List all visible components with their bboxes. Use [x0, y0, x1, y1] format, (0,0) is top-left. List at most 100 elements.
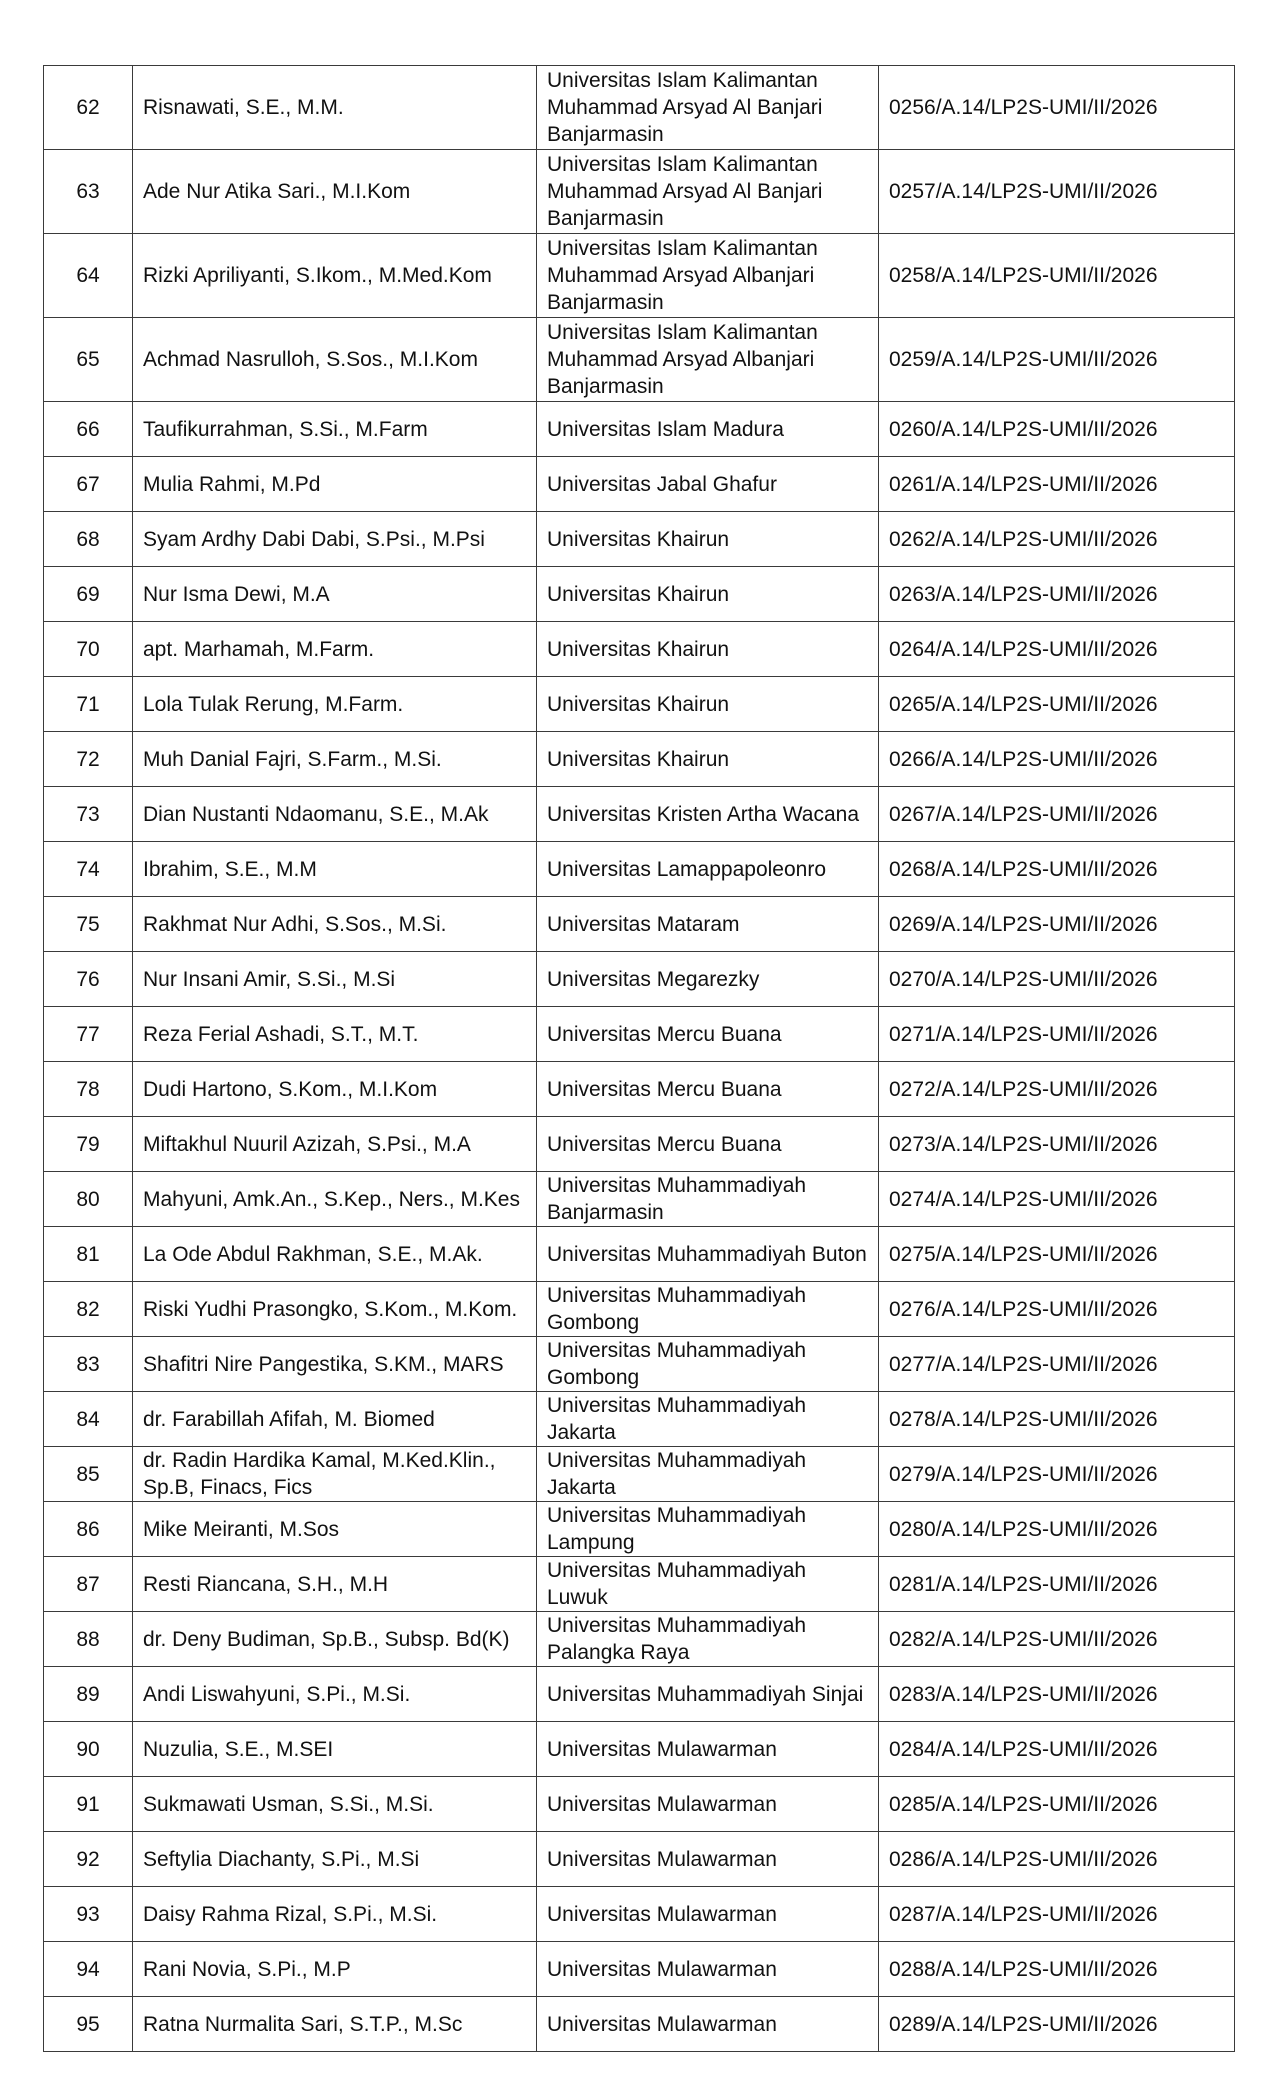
row-number: 86: [43, 1501, 133, 1557]
institution-name: Universitas Mulawarman: [536, 1721, 879, 1777]
institution-name: Universitas Khairun: [536, 511, 879, 567]
row-number: 93: [43, 1886, 133, 1942]
person-name: Miftakhul Nuuril Azizah, S.Psi., M.A: [132, 1116, 537, 1172]
table-body: 62 Risnawati, S.E., M.M. Universitas Islam…: [43, 65, 1235, 2052]
table-row: 70 apt. Marhamah, M.Farm. Universitas Khai…: [43, 621, 1235, 677]
letter-number: 0272/A.14/LP2S-UMI/II/2026: [878, 1061, 1235, 1117]
institution-name: Universitas Khairun: [536, 566, 879, 622]
person-name: Reza Ferial Ashadi, S.T., M.T.: [132, 1006, 537, 1062]
letter-number: 0284/A.14/LP2S-UMI/II/2026: [878, 1721, 1235, 1777]
letter-number: 0256/A.14/LP2S-UMI/II/2026: [878, 65, 1235, 150]
letter-number: 0259/A.14/LP2S-UMI/II/2026: [878, 317, 1235, 402]
table-row: 63 Ade Nur Atika Sari., M.I.Kom Universita…: [43, 149, 1235, 234]
letter-number: 0260/A.14/LP2S-UMI/II/2026: [878, 401, 1235, 457]
row-number: 75: [43, 896, 133, 952]
table-row: 72 Muh Danial Fajri, S.Farm., M.Si. Univer…: [43, 731, 1235, 787]
institution-name: Universitas Mulawarman: [536, 1996, 879, 2052]
letter-number: 0277/A.14/LP2S-UMI/II/2026: [878, 1336, 1235, 1392]
person-name: Lola Tulak Rerung, M.Farm.: [132, 676, 537, 732]
person-name: Nur Isma Dewi, M.A: [132, 566, 537, 622]
row-number: 92: [43, 1831, 133, 1887]
institution-name: Universitas Khairun: [536, 621, 879, 677]
table-row: 83 Shafitri Nire Pangestika, S.KM., MARS U…: [43, 1336, 1235, 1392]
institution-name: Universitas Muhammadiyah Jakarta: [536, 1391, 879, 1447]
person-name: Shafitri Nire Pangestika, S.KM., MARS: [132, 1336, 537, 1392]
table-row: 95 Ratna Nurmalita Sari, S.T.P., M.Sc Univ…: [43, 1996, 1235, 2052]
person-name: Nuzulia, S.E., M.SEI: [132, 1721, 537, 1777]
row-number: 95: [43, 1996, 133, 2052]
institution-name: Universitas Muhammadiyah Gombong: [536, 1281, 879, 1337]
person-name: Dian Nustanti Ndaomanu, S.E., M.Ak: [132, 786, 537, 842]
person-name: Daisy Rahma Rizal, S.Pi., M.Si.: [132, 1886, 537, 1942]
table-row: 64 Rizki Apriliyanti, S.Ikom., M.Med.Kom U…: [43, 233, 1235, 318]
row-number: 63: [43, 149, 133, 234]
row-number: 66: [43, 401, 133, 457]
table-row: 77 Reza Ferial Ashadi, S.T., M.T. Universi…: [43, 1006, 1235, 1062]
institution-name: Universitas Muhammadiyah Gombong: [536, 1336, 879, 1392]
letter-number: 0273/A.14/LP2S-UMI/II/2026: [878, 1116, 1235, 1172]
person-name: Dudi Hartono, S.Kom., M.I.Kom: [132, 1061, 537, 1117]
table-row: 75 Rakhmat Nur Adhi, S.Sos., M.Si. Univers…: [43, 896, 1235, 952]
row-number: 82: [43, 1281, 133, 1337]
letter-number: 0275/A.14/LP2S-UMI/II/2026: [878, 1226, 1235, 1282]
institution-name: Universitas Lamappapoleonro: [536, 841, 879, 897]
row-number: 81: [43, 1226, 133, 1282]
row-number: 65: [43, 317, 133, 402]
person-name: Andi Liswahyuni, S.Pi., M.Si.: [132, 1666, 537, 1722]
institution-name: Universitas Khairun: [536, 676, 879, 732]
institution-name: Universitas Mercu Buana: [536, 1116, 879, 1172]
row-number: 76: [43, 951, 133, 1007]
letter-number: 0263/A.14/LP2S-UMI/II/2026: [878, 566, 1235, 622]
table-row: 66 Taufikurrahman, S.Si., M.Farm Universit…: [43, 401, 1235, 457]
letter-number: 0281/A.14/LP2S-UMI/II/2026: [878, 1556, 1235, 1612]
letter-number: 0276/A.14/LP2S-UMI/II/2026: [878, 1281, 1235, 1337]
row-number: 87: [43, 1556, 133, 1612]
institution-name: Universitas Mercu Buana: [536, 1061, 879, 1117]
institution-name: Universitas Muhammadiyah Banjarmasin: [536, 1171, 879, 1227]
letter-number: 0264/A.14/LP2S-UMI/II/2026: [878, 621, 1235, 677]
table-row: 73 Dian Nustanti Ndaomanu, S.E., M.Ak Univ…: [43, 786, 1235, 842]
letter-number: 0266/A.14/LP2S-UMI/II/2026: [878, 731, 1235, 787]
institution-name: Universitas Islam Kalimantan Muhammad Ar…: [536, 317, 879, 402]
institution-name: Universitas Mercu Buana: [536, 1006, 879, 1062]
row-number: 69: [43, 566, 133, 622]
row-number: 62: [43, 65, 133, 150]
table-row: 86 Mike Meiranti, M.Sos Universitas Muhamm…: [43, 1501, 1235, 1557]
person-name: Muh Danial Fajri, S.Farm., M.Si.: [132, 731, 537, 787]
person-name: La Ode Abdul Rakhman, S.E., M.Ak.: [132, 1226, 537, 1282]
person-name: Nur Insani Amir, S.Si., M.Si: [132, 951, 537, 1007]
row-number: 77: [43, 1006, 133, 1062]
table-row: 94 Rani Novia, S.Pi., M.P Universitas Mula…: [43, 1941, 1235, 1997]
person-name: apt. Marhamah, M.Farm.: [132, 621, 537, 677]
person-name: Riski Yudhi Prasongko, S.Kom., M.Kom.: [132, 1281, 537, 1337]
table-row: 69 Nur Isma Dewi, M.A Universitas Khairun 0…: [43, 566, 1235, 622]
person-name: Mahyuni, Amk.An., S.Kep., Ners., M.Kes: [132, 1171, 537, 1227]
table-row: 67 Mulia Rahmi, M.Pd Universitas Jabal Gha…: [43, 456, 1235, 512]
row-number: 71: [43, 676, 133, 732]
person-name: Ade Nur Atika Sari., M.I.Kom: [132, 149, 537, 234]
letter-number: 0282/A.14/LP2S-UMI/II/2026: [878, 1611, 1235, 1667]
table-row: 74 Ibrahim, S.E., M.M Universitas Lamappap…: [43, 841, 1235, 897]
letter-number: 0269/A.14/LP2S-UMI/II/2026: [878, 896, 1235, 952]
institution-name: Universitas Muhammadiyah Sinjai: [536, 1666, 879, 1722]
person-name: Rani Novia, S.Pi., M.P: [132, 1941, 537, 1997]
institution-name: Universitas Islam Kalimantan Muhammad Ar…: [536, 65, 879, 150]
letter-number: 0274/A.14/LP2S-UMI/II/2026: [878, 1171, 1235, 1227]
table-row: 87 Resti Riancana, S.H., M.H Universitas M…: [43, 1556, 1235, 1612]
letter-number: 0289/A.14/LP2S-UMI/II/2026: [878, 1996, 1235, 2052]
institution-name: Universitas Islam Madura: [536, 401, 879, 457]
institution-name: Universitas Muhammadiyah Luwuk: [536, 1556, 879, 1612]
table-row: 84 dr. Farabillah Afifah, M. Biomed Univer…: [43, 1391, 1235, 1447]
row-number: 64: [43, 233, 133, 318]
person-name: Seftylia Diachanty, S.Pi., M.Si: [132, 1831, 537, 1887]
institution-name: Universitas Megarezky: [536, 951, 879, 1007]
institution-name: Universitas Muhammadiyah Palangka Raya: [536, 1611, 879, 1667]
person-name: Ibrahim, S.E., M.M: [132, 841, 537, 897]
person-name: dr. Deny Budiman, Sp.B., Subsp. Bd(K): [132, 1611, 537, 1667]
table-row: 92 Seftylia Diachanty, S.Pi., M.Si Univers…: [43, 1831, 1235, 1887]
table-row: 78 Dudi Hartono, S.Kom., M.I.Kom Universit…: [43, 1061, 1235, 1117]
row-number: 72: [43, 731, 133, 787]
letter-number: 0283/A.14/LP2S-UMI/II/2026: [878, 1666, 1235, 1722]
person-name: dr. Farabillah Afifah, M. Biomed: [132, 1391, 537, 1447]
person-name: Achmad Nasrulloh, S.Sos., M.I.Kom: [132, 317, 537, 402]
